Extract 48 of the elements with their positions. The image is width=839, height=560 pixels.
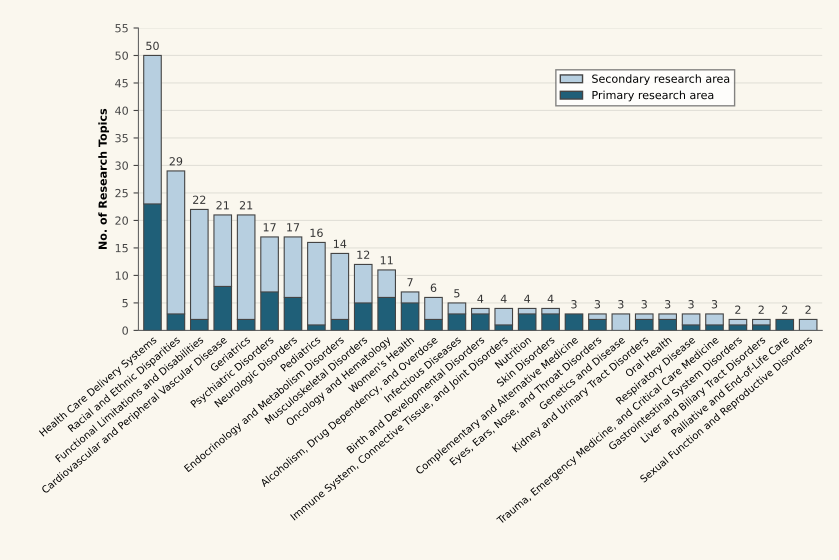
legend-label: Primary research area bbox=[592, 90, 714, 102]
bar bbox=[798, 318, 818, 330]
bar bbox=[564, 313, 584, 330]
total-label: 12 bbox=[357, 250, 370, 259]
y-tick-label: 45 bbox=[115, 79, 128, 88]
total-label: 17 bbox=[287, 223, 300, 232]
total-label: 4 bbox=[477, 294, 484, 303]
y-tick-label: 10 bbox=[116, 271, 128, 280]
total-label: 14 bbox=[334, 240, 346, 248]
total-label: 22 bbox=[193, 196, 206, 204]
y-tick-label: 0 bbox=[122, 326, 128, 335]
total-label: 3 bbox=[571, 300, 577, 308]
total-label: 4 bbox=[548, 294, 554, 303]
total-label: 16 bbox=[310, 228, 323, 237]
total-label: 2 bbox=[782, 306, 788, 314]
total-label: 2 bbox=[735, 306, 740, 314]
total-label: 4 bbox=[524, 294, 530, 303]
total-label: 5 bbox=[454, 289, 460, 298]
total-label: 2 bbox=[758, 306, 764, 314]
y-tick-label: 50 bbox=[115, 51, 128, 60]
total-label: 7 bbox=[407, 278, 413, 286]
total-label: 3 bbox=[618, 300, 624, 308]
total-label: 2 bbox=[805, 306, 811, 314]
total-label: 3 bbox=[594, 300, 600, 308]
total-label: 50 bbox=[146, 42, 159, 50]
y-tick-label: 20 bbox=[115, 216, 128, 225]
total-label: 21 bbox=[240, 201, 252, 210]
y-tick-label: 25 bbox=[115, 188, 128, 198]
bar bbox=[611, 313, 630, 330]
total-label: 6 bbox=[430, 284, 436, 292]
total-label: 17 bbox=[264, 223, 276, 232]
total-label: 29 bbox=[170, 157, 182, 166]
legend-label: Secondary research area bbox=[592, 74, 730, 86]
bar bbox=[775, 318, 794, 330]
y-tick-label: 40 bbox=[115, 106, 128, 115]
y-tick-label: 30 bbox=[115, 161, 128, 170]
total-label: 3 bbox=[712, 300, 718, 308]
total-label: 3 bbox=[688, 300, 694, 308]
total-label: 3 bbox=[642, 300, 647, 308]
y-tick-label: 35 bbox=[115, 134, 128, 142]
y-tick-label: 15 bbox=[116, 244, 128, 252]
y-tick-label: 5 bbox=[122, 299, 128, 308]
total-label: 4 bbox=[500, 294, 507, 303]
total-label: 3 bbox=[664, 300, 670, 308]
y-axis-title: No. of Research Topics bbox=[98, 108, 110, 249]
total-label: 21 bbox=[216, 201, 229, 210]
total-label: 11 bbox=[380, 256, 393, 264]
y-tick-label: 55 bbox=[115, 24, 128, 32]
